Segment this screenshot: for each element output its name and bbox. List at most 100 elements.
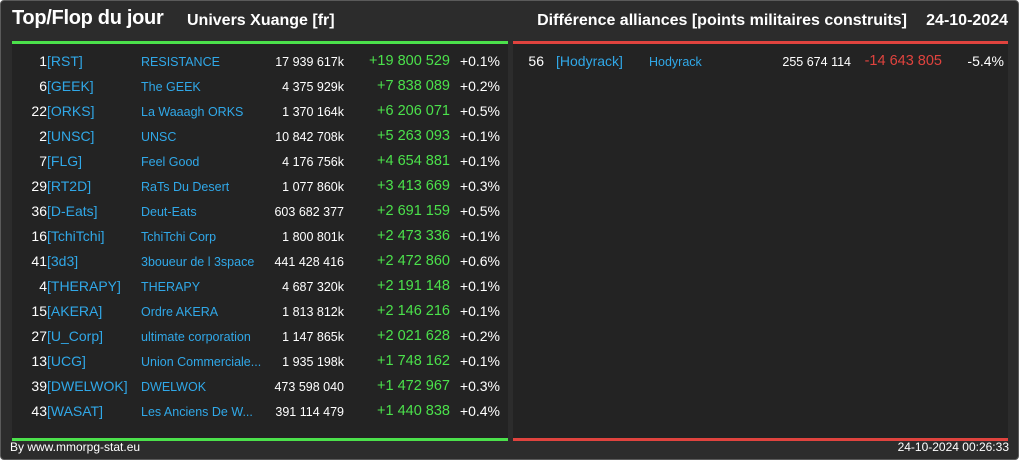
rank-value: 4 <box>39 278 47 294</box>
top-row: 7 [FLG] Feel Good 4 176 756k +4 654 881 +0.1% <box>12 149 508 174</box>
points-value: 4 176 756k <box>282 155 344 169</box>
rank-value: 41 <box>31 253 47 269</box>
alliance-tag-link[interactable]: [WASAT] <box>47 403 103 419</box>
alliance-tag-link[interactable]: [D-Eats] <box>47 203 98 219</box>
points-value: 1 370 164k <box>282 105 344 119</box>
footer-timestamp: 24-10-2024 00:26:33 <box>897 440 1009 454</box>
percent-value: +0.3% <box>459 378 500 394</box>
difference-value: +2 191 148 <box>377 278 450 294</box>
alliance-tag-link[interactable]: [UNSC] <box>47 128 95 144</box>
points-value: 1 147 865k <box>282 330 344 344</box>
top-row: 41 [3d3] 3boueur de l 3space 441 428 416 +2 … <box>12 249 508 274</box>
alliance-tag-link[interactable]: [RST] <box>47 53 83 69</box>
difference-value: +2 021 628 <box>377 328 450 344</box>
rank-value: 22 <box>31 103 47 119</box>
top-row: 4 [THERAPY] THERAPY 4 687 320k +2 191 148 +0.… <box>12 274 508 299</box>
alliance-name-link[interactable]: Hodyrack <box>649 55 702 69</box>
percent-value: +0.2% <box>459 78 500 94</box>
rank-value: 27 <box>31 328 47 344</box>
points-value: 4 687 320k <box>282 280 344 294</box>
difference-title: Différence alliances [points militaires … <box>537 12 907 29</box>
alliance-name-link[interactable]: ultimate corporation <box>141 330 251 344</box>
percent-value: +0.1% <box>459 128 500 144</box>
alliance-tag-link[interactable]: [RT2D] <box>47 178 92 194</box>
difference-value: +1 748 162 <box>377 353 450 369</box>
alliance-name-link[interactable]: THERAPY <box>141 280 201 294</box>
percent-value: +0.1% <box>459 303 500 319</box>
top-row: 36 [D-Eats] Deut-Eats 603 682 377 +2 691 159… <box>12 199 508 224</box>
percent-value: +0.1% <box>459 153 500 169</box>
top-row: 13 [UCG] Union Commerciale... 1 935 198k +1 … <box>12 349 508 374</box>
alliance-name-link[interactable]: Feel Good <box>141 155 200 169</box>
top-row: 29 [RT2D] RaTs Du Desert 1 077 860k +3 413 6… <box>12 174 508 199</box>
rank-value: 13 <box>31 353 47 369</box>
percent-value: +0.1% <box>459 278 500 294</box>
alliance-name-link[interactable]: RESISTANCE <box>141 55 220 69</box>
percent-value: +0.6% <box>459 253 500 269</box>
alliance-name-link[interactable]: The GEEK <box>141 80 201 94</box>
alliance-tag-link[interactable]: [GEEK] <box>47 78 94 94</box>
difference-value: +2 472 860 <box>377 253 450 269</box>
alliance-name-link[interactable]: RaTs Du Desert <box>141 180 230 194</box>
points-value: 391 114 479 <box>275 405 344 419</box>
percent-value: +0.2% <box>459 328 500 344</box>
alliance-name-link[interactable]: Ordre AKERA <box>141 305 219 319</box>
alliance-tag-link[interactable]: [UCG] <box>47 353 86 369</box>
difference-value: +2 473 336 <box>377 228 450 244</box>
alliance-name-link[interactable]: TchiTchi Corp <box>141 230 217 244</box>
alliance-tag-link[interactable]: [3d3] <box>47 253 79 269</box>
alliance-name-link[interactable]: DWELWOK <box>141 380 207 394</box>
alliance-tag-link[interactable]: [FLG] <box>47 153 83 169</box>
difference-value: -14 643 805 <box>864 53 942 69</box>
alliance-tag-link[interactable]: [THERAPY] <box>47 278 121 294</box>
rank-value: 1 <box>39 53 47 69</box>
points-value: 1 077 860k <box>282 180 344 194</box>
points-value: 603 682 377 <box>274 205 344 219</box>
difference-value: +19 800 529 <box>368 53 450 69</box>
rank-value: 39 <box>31 378 47 394</box>
rank-value: 56 <box>528 53 544 69</box>
top-row: 2 [UNSC] UNSC 10 842 708k +5 263 093 +0.1% <box>12 124 508 149</box>
difference-value: +3 413 669 <box>377 178 450 194</box>
rank-value: 36 <box>31 203 47 219</box>
points-value: 441 428 416 <box>274 255 344 269</box>
points-value: 10 842 708k <box>275 130 344 144</box>
points-value: 473 598 040 <box>274 380 344 394</box>
alliance-tag-link[interactable]: [AKERA] <box>47 303 103 319</box>
alliance-name-link[interactable]: 3boueur de l 3space <box>141 255 255 269</box>
top-row: 6 [GEEK] The GEEK 4 375 929k +7 838 089 +0.2% <box>12 74 508 99</box>
points-value: 4 375 929k <box>282 80 344 94</box>
alliance-name-link[interactable]: UNSC <box>141 130 177 144</box>
percent-value: -5.4% <box>967 53 1004 69</box>
alliance-tag-link[interactable]: [ORKS] <box>47 103 95 119</box>
percent-value: +0.1% <box>459 228 500 244</box>
rank-value: 7 <box>39 153 47 169</box>
footer-credit: By www.mmorpg-stat.eu <box>10 440 141 454</box>
rank-value: 16 <box>31 228 47 244</box>
top-row: 15 [AKERA] Ordre AKERA 1 813 812k +2 146 216… <box>12 299 508 324</box>
percent-value: +0.1% <box>459 53 500 69</box>
flop-row: 56 [Hodyrack] Hodyrack 255 674 114 -14 643 8… <box>513 49 1008 74</box>
rank-value: 29 <box>31 178 47 194</box>
header: Top/Flop du jour Univers Xuange [fr] Dif… <box>1 1 1018 41</box>
points-value: 255 674 114 <box>782 55 851 69</box>
percent-value: +0.5% <box>459 203 500 219</box>
alliance-tag-link[interactable]: [U_Corp] <box>47 328 104 344</box>
difference-value: +4 654 881 <box>377 153 450 169</box>
difference-value: +2 146 216 <box>377 303 450 319</box>
percent-value: +0.3% <box>459 178 500 194</box>
alliance-name-link[interactable]: Les Anciens De W... <box>141 405 253 419</box>
alliance-tag-link[interactable]: [TchiTchi] <box>47 228 105 244</box>
alliance-name-link[interactable]: Deut-Eats <box>141 205 197 219</box>
difference-value: +7 838 089 <box>377 78 450 94</box>
points-value: 1 813 812k <box>282 305 344 319</box>
alliance-name-link[interactable]: Union Commerciale... <box>141 355 262 369</box>
alliance-tag-link[interactable]: [Hodyrack] <box>556 53 623 69</box>
difference-value: +5 263 093 <box>377 128 450 144</box>
rank-value: 43 <box>31 403 47 419</box>
top-row: 27 [U_Corp] ultimate corporation 1 147 865k… <box>12 324 508 349</box>
alliance-name-link[interactable]: La Waaagh ORKS <box>141 105 244 119</box>
top-row: 39 [DWELWOK] DWELWOK 473 598 040 +1 472 967 +… <box>12 374 508 399</box>
alliance-tag-link[interactable]: [DWELWOK] <box>47 378 128 394</box>
universe-label: Univers Xuange [fr] <box>187 12 335 29</box>
